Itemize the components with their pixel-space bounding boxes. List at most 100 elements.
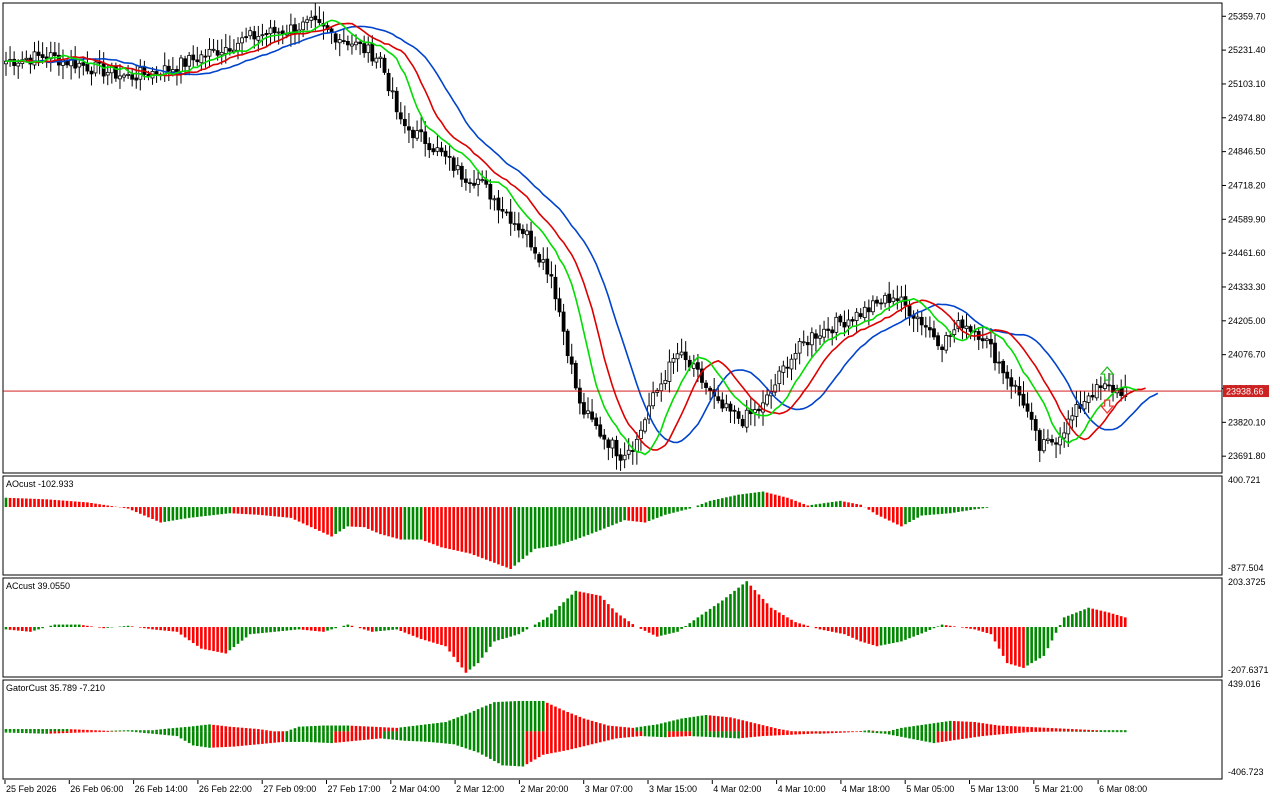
candle-bear <box>459 165 464 180</box>
candle-bear <box>382 57 387 73</box>
gator-pane[interactable]: GatorCust 35.789 -7.210 439.016 -406.723 <box>4 679 1264 777</box>
candle-bear <box>313 15 318 21</box>
candle-bear <box>927 327 932 331</box>
candle-bear <box>590 411 594 420</box>
candle-bear <box>529 230 533 248</box>
candle-bear <box>630 450 635 452</box>
candle-bear <box>757 408 761 412</box>
price-tick-label: 24974.80 <box>1228 113 1266 123</box>
candle-bull <box>667 361 672 382</box>
candle-bear <box>997 361 1001 364</box>
candle-bear <box>704 382 708 388</box>
candle-bull <box>675 353 680 360</box>
candle-bear <box>508 211 513 224</box>
candle-bear <box>683 351 688 361</box>
candle-bear <box>280 30 285 35</box>
candle-bear <box>565 330 570 357</box>
candle-bull <box>651 392 656 407</box>
candle-bear <box>606 439 611 448</box>
candle-bear <box>191 54 196 61</box>
candle-bull <box>659 383 664 392</box>
candle-bear <box>65 60 69 66</box>
candle-bull <box>777 370 782 385</box>
candle-bear <box>557 298 562 313</box>
price-pane[interactable]: 25359.70 25231.40 25103.10 24974.80 24846.50… <box>3 2 1269 471</box>
candle-bull <box>691 363 696 369</box>
candle-bear <box>101 63 106 77</box>
candle-bull <box>846 319 851 327</box>
ma-mid-line <box>6 22 1146 451</box>
candle-bull <box>834 316 839 333</box>
candle-bull <box>639 429 643 439</box>
ao-pane[interactable]: AOcust -102.933 400.721 -877.504 <box>4 475 1264 573</box>
candle-bull <box>126 73 130 76</box>
ac-indicator-label: ACcust 39.0550 <box>6 581 70 591</box>
candle-bear <box>447 155 452 158</box>
candle-bull <box>801 341 806 344</box>
candle-bear <box>89 70 94 75</box>
candle-bear <box>272 26 277 34</box>
candle-bear <box>386 72 391 92</box>
time-tick-label: 27 Feb 09:00 <box>263 784 316 794</box>
candle-bear <box>866 307 871 313</box>
candle-bull <box>337 39 342 44</box>
candle-bear <box>468 182 472 185</box>
candle-bear <box>504 211 509 214</box>
candle-bear <box>443 150 448 157</box>
candle-bull <box>663 379 668 384</box>
candle-bear <box>805 342 810 346</box>
candle-bear <box>549 274 554 277</box>
candle-bear <box>134 77 139 81</box>
candle-bull <box>586 410 590 414</box>
candle-bull <box>765 394 769 405</box>
ao-tick-label: -877.504 <box>1228 563 1264 573</box>
candle-bear <box>932 328 936 338</box>
time-tick-label: 26 Feb 22:00 <box>199 784 252 794</box>
gator-tick-label: 439.016 <box>1228 679 1261 689</box>
sell-arrow-icon <box>1099 399 1115 414</box>
candle-bull <box>789 358 794 370</box>
candle-bear <box>736 411 741 419</box>
candle-bear <box>850 319 855 322</box>
candle-bear <box>907 305 912 317</box>
candle-bear <box>1054 442 1058 445</box>
candle-bull <box>781 365 786 373</box>
time-tick-label: 26 Feb 14:00 <box>135 784 188 794</box>
candle-bear <box>826 328 831 331</box>
candle-bull <box>492 198 497 201</box>
candle-bull <box>93 61 98 74</box>
candle-bear <box>215 50 220 56</box>
candle-bull <box>671 358 676 363</box>
candle-bear <box>130 74 135 80</box>
candle-bull <box>16 62 21 67</box>
time-tick-label: 25 Feb 2026 <box>6 784 57 794</box>
candle-bear <box>358 41 362 45</box>
candle-bear <box>439 147 444 153</box>
candle-bear <box>708 387 713 392</box>
candle-bear <box>175 69 179 73</box>
time-axis: 25 Feb 2026 26 Feb 06:00 26 Feb 14:00 26 Fe… <box>4 780 1147 794</box>
candle-bear <box>716 396 721 401</box>
candle-bull <box>374 57 379 63</box>
candle-bear <box>411 129 415 139</box>
candle-bear <box>97 61 102 64</box>
candle-bear <box>1050 439 1054 443</box>
gator-tick-label: -406.723 <box>1228 767 1264 777</box>
candle-bear <box>195 59 200 63</box>
candle-bear <box>183 58 187 67</box>
candle-bear <box>923 325 928 328</box>
candle-bull <box>822 328 826 338</box>
candle-bear <box>203 55 208 58</box>
candle-bull <box>643 419 647 432</box>
buy-arrow-icon <box>1099 366 1115 381</box>
candle-bull <box>187 55 192 67</box>
ma-fast-line <box>6 19 1138 456</box>
candle-bull <box>24 57 29 60</box>
price-tick-label: 23691.80 <box>1228 451 1266 461</box>
ac-pane[interactable]: ACcust 39.0550 203.3725 -207.6371 <box>4 577 1269 675</box>
time-tick-label: 27 Feb 17:00 <box>328 784 381 794</box>
candle-bull <box>207 48 212 57</box>
candle-bull <box>1123 387 1128 398</box>
candle-bull <box>240 37 244 44</box>
